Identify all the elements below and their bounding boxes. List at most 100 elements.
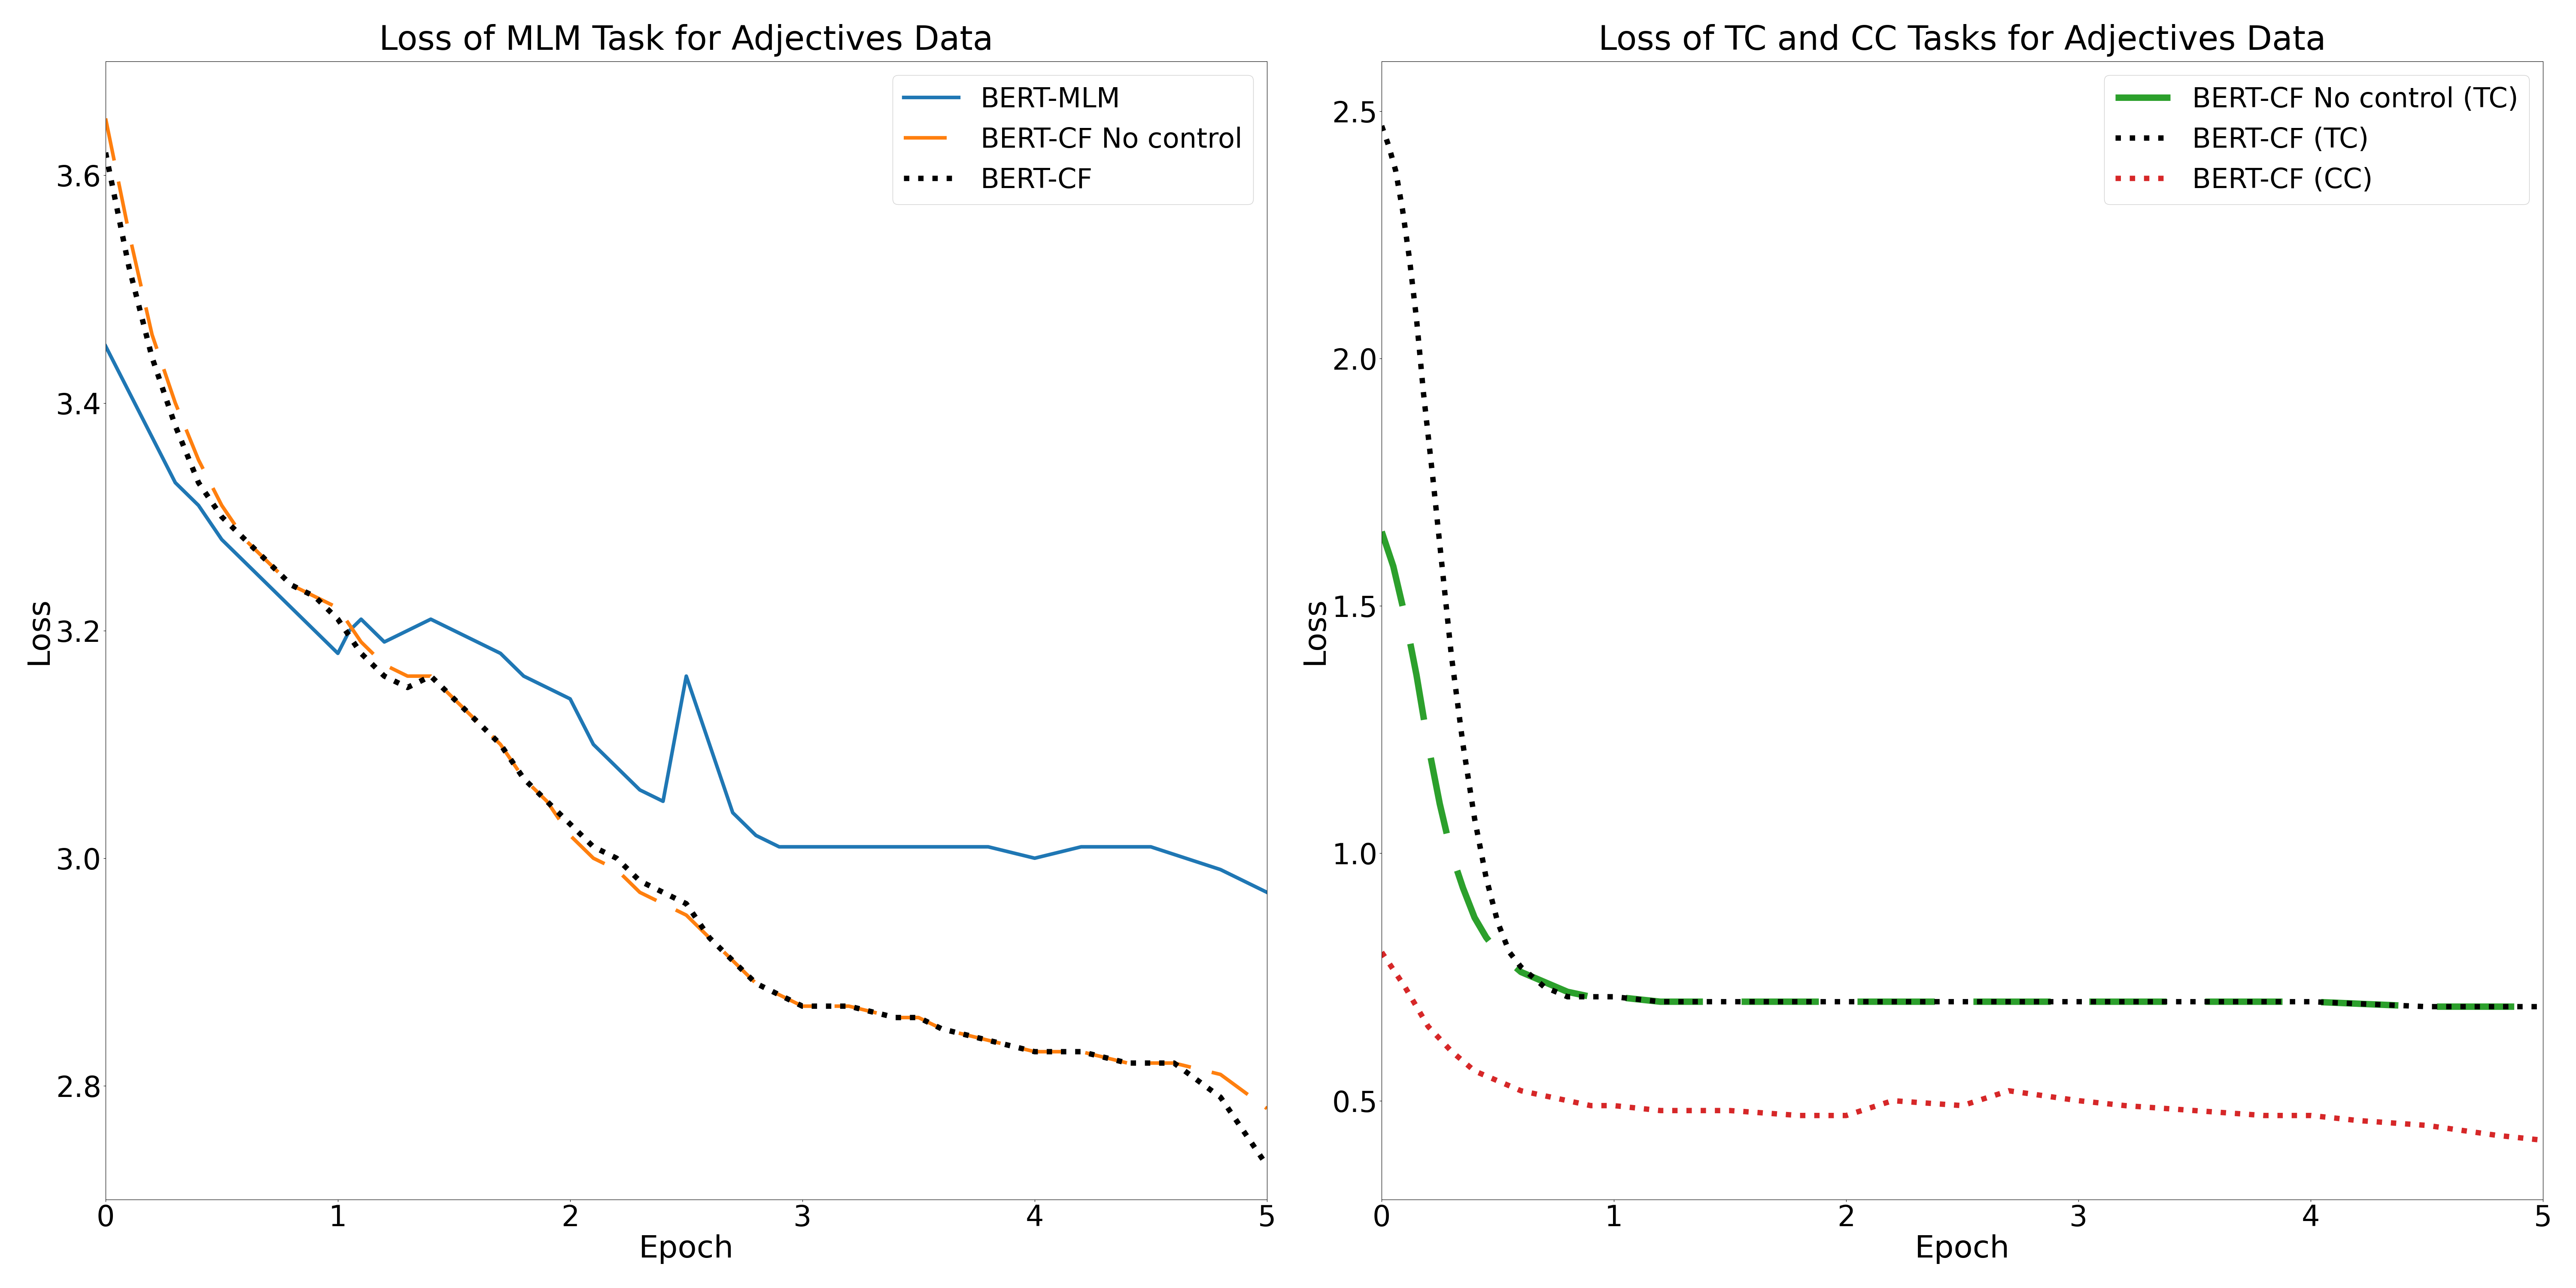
BERT-CF (TC)	[1517, 970, 1548, 985]
BERT-CF	[554, 817, 585, 832]
BERT-CF (TC)	[1386, 202, 1417, 218]
BERT-CF (TC)	[2179, 994, 2210, 1010]
BERT-CF (CC)	[1947, 1097, 1978, 1113]
BERT-MLM	[1136, 838, 1167, 854]
BERT-CF No control	[1020, 1045, 1051, 1060]
BERT-CF	[670, 896, 701, 912]
BERT-CF	[438, 692, 469, 707]
BERT-CF No control	[507, 770, 538, 786]
BERT-CF No control (TC)	[1401, 667, 1432, 683]
BERT-CF (CC)	[1646, 1103, 1677, 1118]
BERT-MLM	[811, 838, 842, 854]
BERT-MLM	[904, 838, 935, 854]
BERT-CF No control (TC)	[2063, 994, 2094, 1010]
BERT-CF No control (TC)	[1832, 994, 1862, 1010]
BERT-CF	[322, 612, 353, 627]
Line: BERT-CF (TC): BERT-CF (TC)	[1381, 126, 2543, 1007]
BERT-CF No control	[183, 452, 214, 468]
Y-axis label: Loss: Loss	[23, 596, 54, 665]
BERT-CF No control	[786, 998, 817, 1014]
BERT-CF	[137, 350, 167, 366]
BERT-CF (TC)	[1471, 871, 1502, 886]
BERT-CF No control	[345, 634, 376, 649]
BERT-CF No control (TC)	[2179, 994, 2210, 1010]
BERT-CF (TC)	[1448, 737, 1479, 752]
Line: BERT-CF No control (TC): BERT-CF No control (TC)	[1381, 532, 2543, 1007]
BERT-CF No control	[438, 692, 469, 707]
BERT-CF (TC)	[1551, 989, 1582, 1005]
BERT-MLM	[265, 589, 296, 604]
BERT-CF No control (TC)	[1388, 608, 1419, 623]
BERT-CF No control (TC)	[1435, 845, 1466, 860]
BERT-MLM	[670, 668, 701, 684]
BERT-CF	[507, 770, 538, 786]
BERT-MLM	[577, 737, 608, 752]
BERT-CF No control (TC)	[1425, 796, 1455, 811]
BERT-CF No control	[415, 668, 446, 684]
BERT-CF	[1252, 1158, 1283, 1173]
BERT-CF (CC)	[1785, 1108, 1816, 1123]
BERT-CF No control	[974, 1033, 1005, 1048]
BERT-MLM	[693, 737, 724, 752]
Legend: BERT-CF No control (TC), BERT-CF (TC), BERT-CF (CC): BERT-CF No control (TC), BERT-CF (TC), B…	[2105, 75, 2530, 205]
BERT-CF	[1020, 1045, 1051, 1060]
BERT-CF (CC)	[1435, 1043, 1466, 1059]
BERT-CF No control	[484, 737, 515, 752]
BERT-CF (TC)	[1528, 979, 1558, 994]
BERT-CF	[835, 998, 866, 1014]
BERT-MLM	[531, 680, 562, 696]
BERT-CF (CC)	[1412, 1019, 1443, 1034]
BERT-MLM	[160, 475, 191, 491]
BERT-CF	[881, 1010, 912, 1025]
BERT-MLM	[1206, 862, 1236, 877]
Legend: BERT-MLM, BERT-CF No control, BERT-CF: BERT-MLM, BERT-CF No control, BERT-CF	[894, 75, 1255, 205]
BERT-CF (CC)	[1504, 1083, 1535, 1099]
BERT-CF No control	[554, 828, 585, 844]
BERT-CF No control (TC)	[1504, 965, 1535, 980]
Line: BERT-CF (CC): BERT-CF (CC)	[1381, 952, 2543, 1140]
BERT-CF No control (TC)	[1540, 979, 1571, 994]
BERT-CF	[206, 509, 237, 524]
BERT-CF	[693, 930, 724, 945]
BERT-MLM	[484, 645, 515, 661]
BERT-CF No control	[1206, 1066, 1236, 1082]
BERT-CF No control	[1252, 1101, 1283, 1117]
BERT-CF	[786, 998, 817, 1014]
BERT-CF No control (TC)	[1378, 559, 1409, 574]
BERT-CF	[1113, 1055, 1144, 1070]
Y-axis label: Loss: Loss	[1301, 596, 1329, 665]
BERT-MLM	[1066, 838, 1097, 854]
BERT-CF No control	[206, 497, 237, 513]
Line: BERT-CF: BERT-CF	[106, 152, 1267, 1166]
BERT-CF No control	[835, 998, 866, 1014]
BERT-CF No control (TC)	[1646, 994, 1677, 1010]
BERT-CF (TC)	[1435, 648, 1466, 663]
BERT-CF (TC)	[2295, 994, 2326, 1010]
BERT-CF (TC)	[1409, 385, 1440, 401]
BERT-MLM	[276, 600, 307, 616]
BERT-MLM	[415, 612, 446, 627]
BERT-MLM	[835, 838, 866, 854]
BERT-CF No control (TC)	[1494, 954, 1525, 970]
BERT-CF No control	[647, 896, 677, 912]
BERT-CF (TC)	[1381, 162, 1412, 178]
BERT-CF No control	[229, 532, 260, 547]
BERT-CF (CC)	[1832, 1108, 1862, 1123]
BERT-MLM	[438, 623, 469, 639]
BERT-CF (CC)	[1878, 1094, 1909, 1109]
BERT-CF	[904, 1010, 935, 1025]
BERT-CF No control (TC)	[1551, 984, 1582, 999]
BERT-CF No control (TC)	[1458, 909, 1489, 925]
BERT-CF	[484, 737, 515, 752]
BERT-CF No control	[276, 577, 307, 592]
X-axis label: Epoch: Epoch	[639, 1234, 734, 1264]
BERT-CF (CC)	[2063, 1094, 2094, 1109]
BERT-CF (TC)	[1540, 984, 1571, 999]
BERT-CF No control	[739, 976, 770, 992]
BERT-CF	[368, 668, 399, 684]
BERT-CF No control	[392, 668, 422, 684]
BERT-CF No control	[368, 657, 399, 672]
BERT-CF (TC)	[1481, 914, 1512, 930]
BERT-CF (TC)	[1373, 138, 1404, 153]
X-axis label: Epoch: Epoch	[1914, 1234, 2009, 1264]
